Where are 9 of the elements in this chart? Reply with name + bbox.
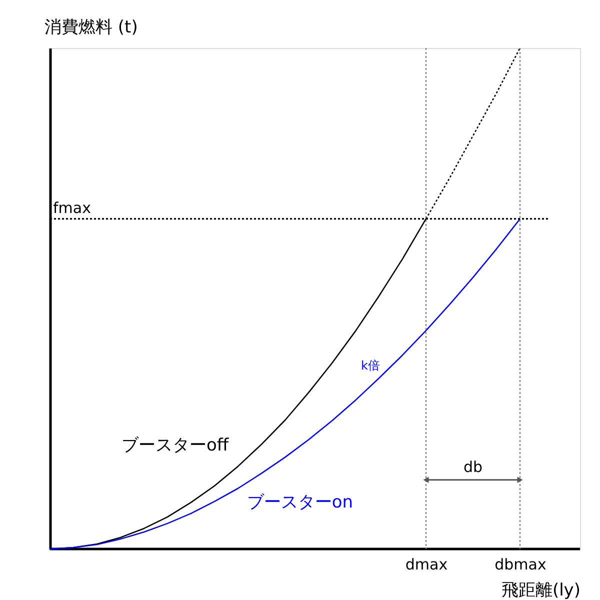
series-label: ブースターon [246, 492, 354, 513]
ref-line-label: fmax [53, 198, 92, 217]
y-axis-title: 消費燃料 (t) [44, 18, 138, 38]
x-tick-label: dbmax [494, 556, 546, 574]
annotation: db [463, 458, 483, 476]
series-label: ブースターoff [121, 435, 230, 456]
x-axis-title: 飛距離(ly) [501, 580, 580, 600]
annotation: k倍 [361, 358, 380, 373]
x-tick-label: dmax [405, 556, 448, 574]
